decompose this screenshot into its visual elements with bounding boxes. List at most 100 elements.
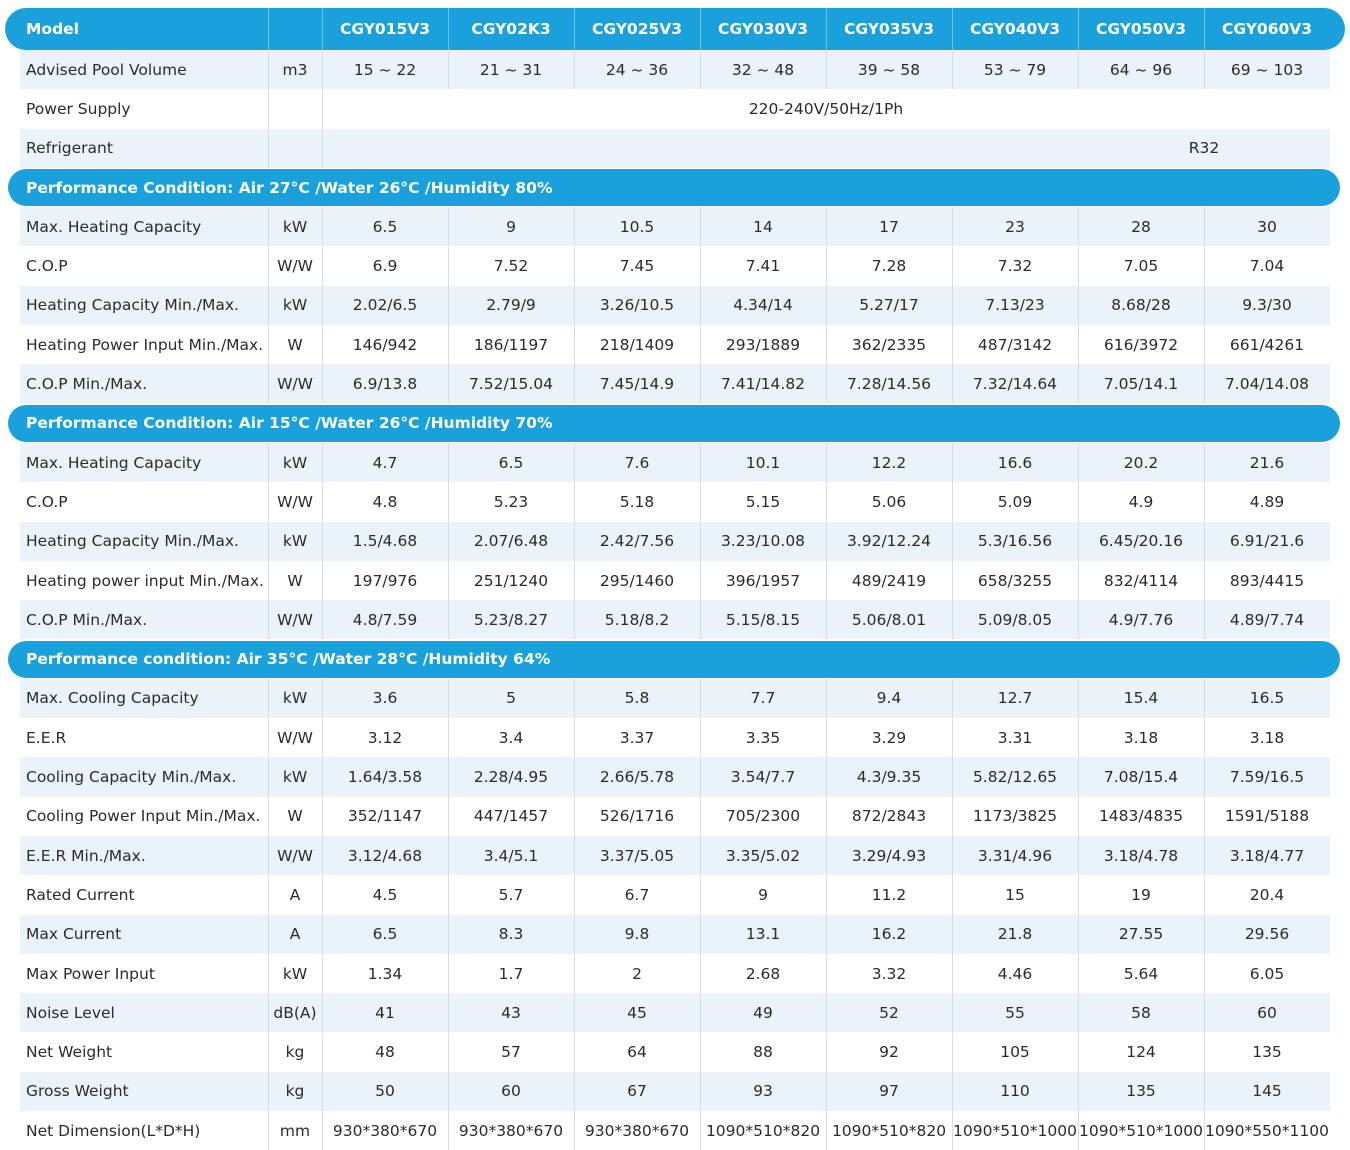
column-divider <box>1204 600 1205 640</box>
column-divider <box>1204 718 1205 758</box>
column-divider <box>952 875 953 915</box>
column-divider <box>1204 914 1205 954</box>
row-value: 5.06 <box>871 492 907 511</box>
row-label: C.O.P Min./Max. <box>26 610 148 629</box>
row-value: 186/1197 <box>473 335 549 354</box>
row-value: 3.18 <box>1249 728 1285 747</box>
column-divider <box>268 325 269 365</box>
row-label: Rated Current <box>26 885 135 904</box>
row-value: 5.09/8.05 <box>977 610 1053 629</box>
column-divider <box>448 600 449 640</box>
column-divider <box>700 1111 701 1150</box>
row-value: 872/2843 <box>851 807 927 826</box>
row-unit: kW <box>282 689 308 708</box>
column-divider <box>268 443 269 483</box>
column-divider <box>574 914 575 954</box>
row-unit: W/W <box>277 846 313 865</box>
column-divider <box>1204 1111 1205 1150</box>
column-divider <box>322 246 323 286</box>
column-divider <box>700 8 701 50</box>
column-divider <box>448 836 449 876</box>
column-divider <box>1078 757 1079 797</box>
column-divider <box>1078 521 1079 561</box>
column-divider <box>448 718 449 758</box>
row-background <box>20 560 1330 601</box>
column-divider <box>268 796 269 836</box>
column-divider <box>574 1032 575 1072</box>
column-divider <box>322 600 323 640</box>
column-divider <box>1078 207 1079 247</box>
row-background <box>20 364 1330 404</box>
column-divider <box>826 1032 827 1072</box>
column-divider <box>952 364 953 404</box>
row-unit: kW <box>282 964 308 983</box>
column-divider <box>574 246 575 286</box>
row-background <box>20 678 1330 719</box>
column-divider <box>574 993 575 1033</box>
column-divider <box>574 836 575 876</box>
row-value: 88 <box>753 1043 773 1062</box>
row-value: 19 <box>1131 885 1151 904</box>
column-divider <box>952 1032 953 1072</box>
column-divider <box>322 364 323 404</box>
row-value: 145 <box>1252 1082 1282 1101</box>
row-value: 1090*510*1000 <box>953 1121 1077 1140</box>
row-value: 32 ~ 48 <box>731 60 795 79</box>
row-unit: kW <box>282 296 308 315</box>
column-divider <box>826 914 827 954</box>
row-value: 52 <box>879 1003 899 1022</box>
column-divider <box>322 443 323 483</box>
column-divider <box>1204 1032 1205 1072</box>
row-unit: W <box>287 571 303 590</box>
row-value: 16.6 <box>997 453 1033 472</box>
row-value: 3.37/5.05 <box>599 846 675 865</box>
row-value: 5.23/8.27 <box>473 610 549 629</box>
column-divider <box>574 482 575 522</box>
row-value: 5 <box>506 689 516 708</box>
row-unit: m3 <box>282 60 308 79</box>
row-value: 15.4 <box>1123 689 1159 708</box>
row-value: 1591/5188 <box>1224 807 1310 826</box>
column-divider <box>1204 482 1205 522</box>
row-value: 28 <box>1131 217 1151 236</box>
row-value: 14 <box>753 217 773 236</box>
row-value: 60 <box>1257 1003 1277 1022</box>
row-value: 7.13/23 <box>985 296 1045 315</box>
column-divider <box>448 914 449 954</box>
row-label: Max. Heating Capacity <box>26 453 202 472</box>
row-background <box>20 757 1330 797</box>
column-divider <box>700 560 701 601</box>
row-value: 616/3972 <box>1103 335 1179 354</box>
row-background <box>20 207 1330 247</box>
row-value: 135 <box>1126 1082 1156 1101</box>
row-background <box>20 443 1330 483</box>
column-divider <box>826 482 827 522</box>
column-divider <box>574 718 575 758</box>
row-value: 60 <box>501 1082 521 1101</box>
column-divider <box>322 836 323 876</box>
row-value: 57 <box>501 1043 521 1062</box>
column-divider <box>1204 678 1205 719</box>
column-divider <box>574 678 575 719</box>
row-value: 48 <box>375 1043 395 1062</box>
row-value: 4.9/7.76 <box>1108 610 1174 629</box>
column-divider <box>826 678 827 719</box>
column-divider <box>574 364 575 404</box>
row-value: 4.46 <box>997 964 1033 983</box>
column-divider <box>322 914 323 954</box>
column-divider <box>1078 8 1079 50</box>
row-value: 1090*550*1100 <box>1205 1121 1329 1140</box>
column-divider <box>700 325 701 365</box>
row-value: 1090*510*1000 <box>1079 1121 1203 1140</box>
section-title: Performance Condition: Air 27°C /Water 2… <box>26 178 553 197</box>
column-divider <box>826 757 827 797</box>
row-value: 295/1460 <box>599 571 675 590</box>
column-divider <box>322 953 323 994</box>
row-value: 8.68/28 <box>1111 296 1171 315</box>
column-divider <box>826 207 827 247</box>
column-divider <box>952 796 953 836</box>
column-divider <box>574 50 575 90</box>
row-background <box>20 836 1330 876</box>
row-unit: W/W <box>277 728 313 747</box>
